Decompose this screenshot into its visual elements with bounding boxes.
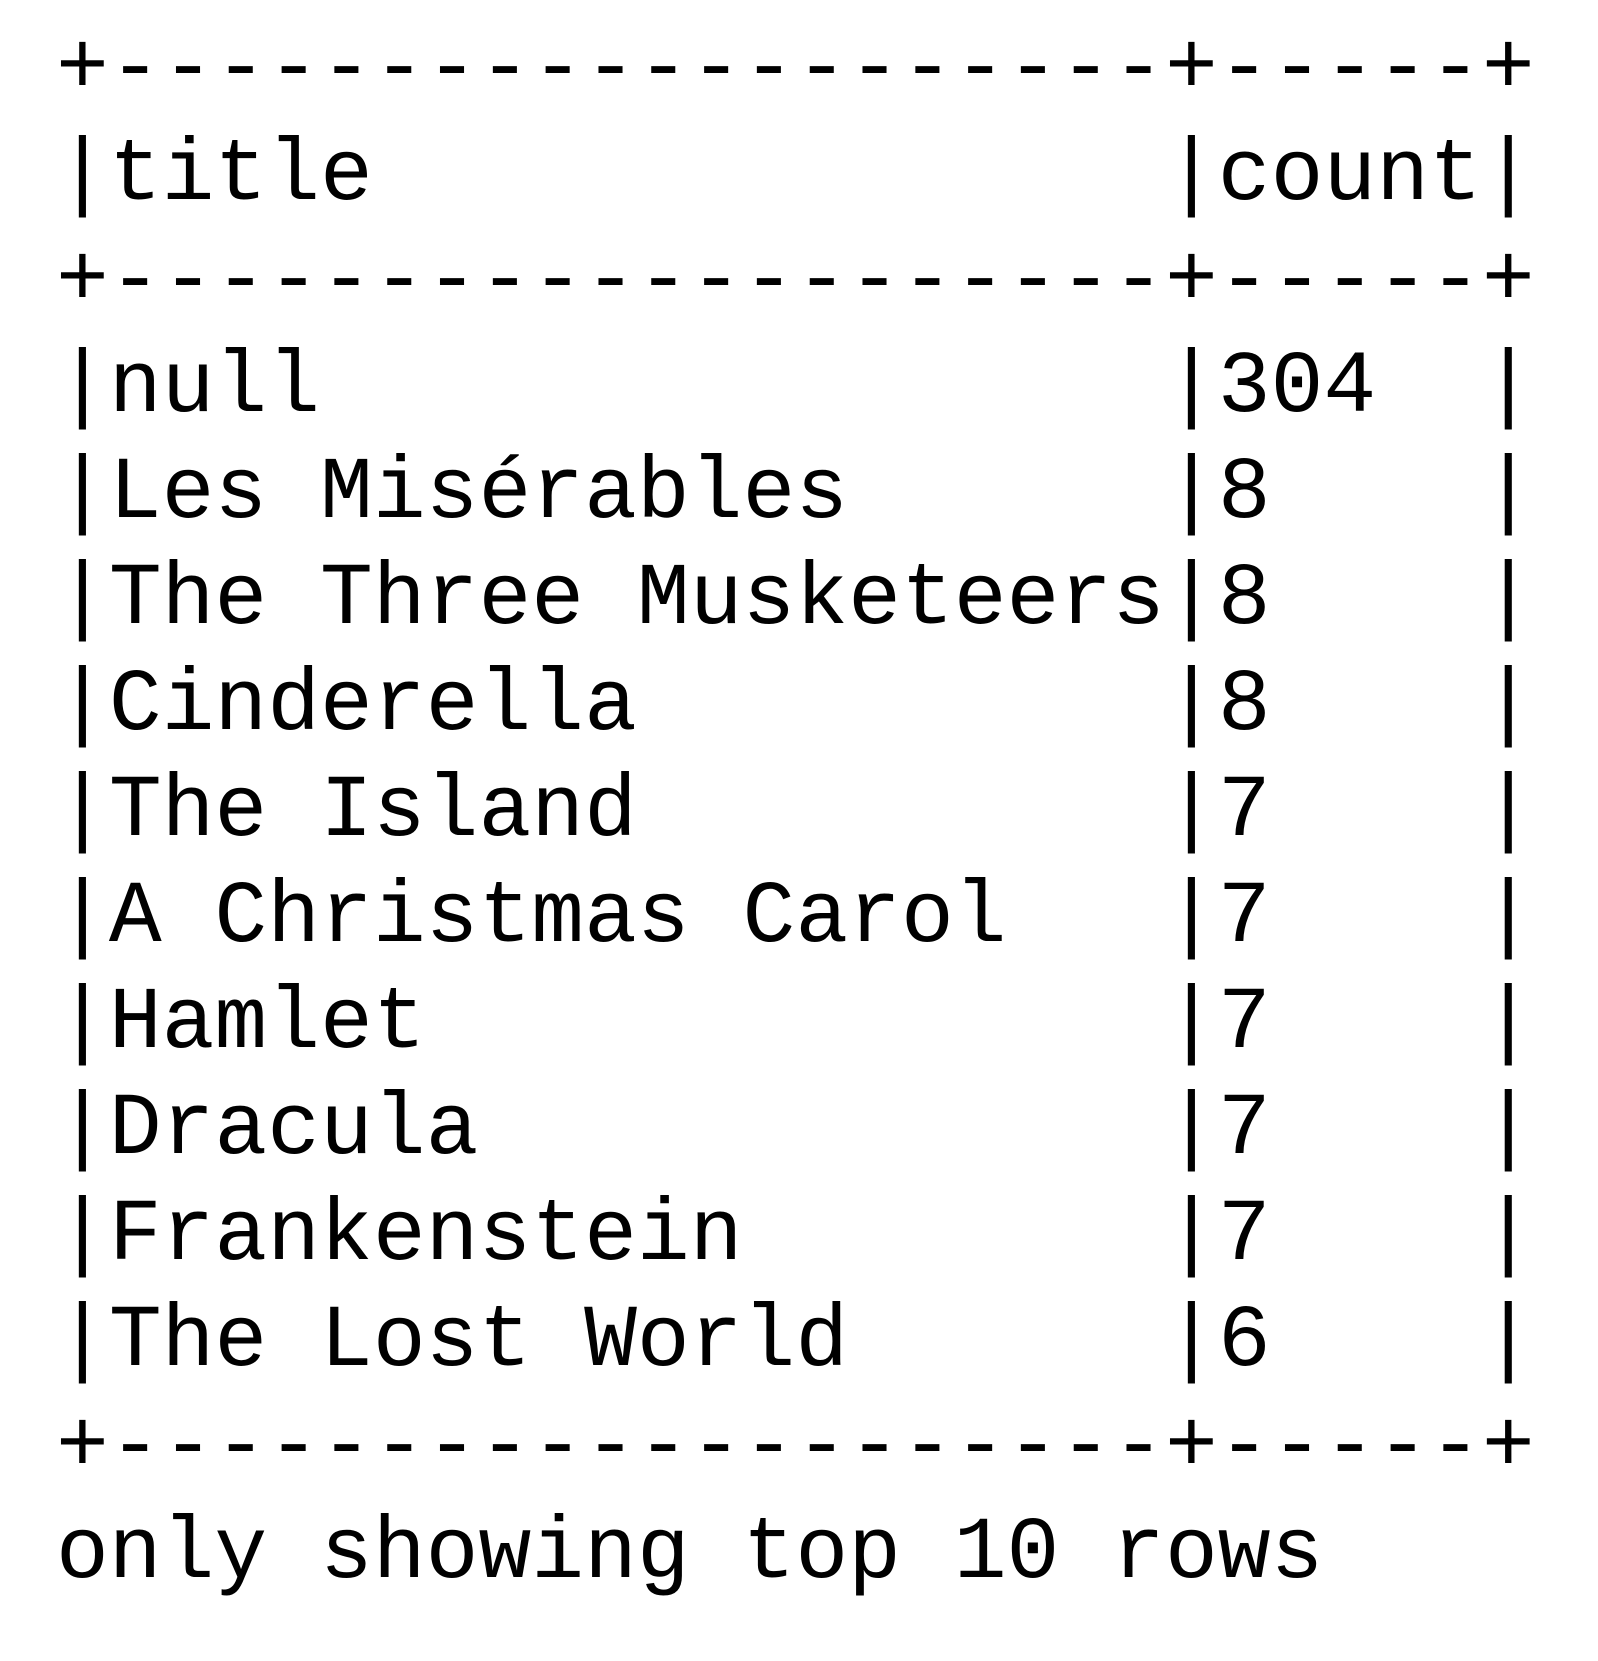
table-header-separator: +--------------------+-----+ xyxy=(56,233,1535,332)
column-header-count: count xyxy=(1217,127,1482,226)
table-row: |The Three Musketeers|8 | xyxy=(56,551,1535,650)
row-limit-caption: only showing top 10 rows xyxy=(56,1505,1324,1604)
table-header-row: |title |count| xyxy=(56,127,1535,226)
title-cell: The Three Musketeers xyxy=(108,551,1165,650)
count-cell: 7 xyxy=(1217,975,1271,1074)
title-cell: Les Misérables xyxy=(108,445,849,544)
title-cell: Hamlet xyxy=(108,975,426,1074)
table-row: |A Christmas Carol |7 | xyxy=(56,869,1535,968)
table-row: |The Lost World |6 | xyxy=(56,1293,1535,1392)
table-row: |The Island |7 | xyxy=(56,763,1535,862)
count-cell: 8 xyxy=(1217,657,1271,756)
table-row: |Cinderella |8 | xyxy=(56,657,1535,756)
table-row: |Hamlet |7 | xyxy=(56,975,1535,1074)
table-top-border: +--------------------+-----+ xyxy=(56,21,1535,120)
title-cell: null xyxy=(108,339,321,438)
count-cell: 7 xyxy=(1217,1187,1271,1286)
count-cell: 7 xyxy=(1217,763,1271,862)
title-cell: Dracula xyxy=(108,1081,479,1180)
column-header-title: title xyxy=(108,127,373,226)
count-cell: 7 xyxy=(1217,869,1271,968)
title-cell: Frankenstein xyxy=(108,1187,743,1286)
count-cell: 8 xyxy=(1217,551,1271,650)
count-cell: 7 xyxy=(1217,1081,1271,1180)
title-cell: The Island xyxy=(108,763,637,862)
title-cell: Cinderella xyxy=(108,657,637,756)
table-row: |null |304 | xyxy=(56,339,1535,438)
console-output: +--------------------+-----+ |title |coun… xyxy=(56,18,1535,1608)
title-cell: A Christmas Carol xyxy=(108,869,1007,968)
count-cell: 304 xyxy=(1217,339,1377,438)
title-cell: The Lost World xyxy=(108,1293,849,1392)
count-cell: 8 xyxy=(1217,445,1271,544)
table-row: |Frankenstein |7 | xyxy=(56,1187,1535,1286)
table-row: |Les Misérables |8 | xyxy=(56,445,1535,544)
count-cell: 6 xyxy=(1217,1293,1271,1392)
table-bottom-border: +--------------------+-----+ xyxy=(56,1399,1535,1498)
table-row: |Dracula |7 | xyxy=(56,1081,1535,1180)
